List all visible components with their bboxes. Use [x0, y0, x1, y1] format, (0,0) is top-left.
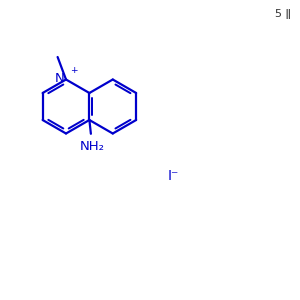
Text: NH₂: NH₂	[79, 140, 104, 153]
Text: N: N	[55, 72, 64, 85]
Text: +: +	[70, 66, 77, 75]
Text: 5 ǁ: 5 ǁ	[275, 9, 291, 19]
Text: I⁻: I⁻	[168, 169, 179, 182]
